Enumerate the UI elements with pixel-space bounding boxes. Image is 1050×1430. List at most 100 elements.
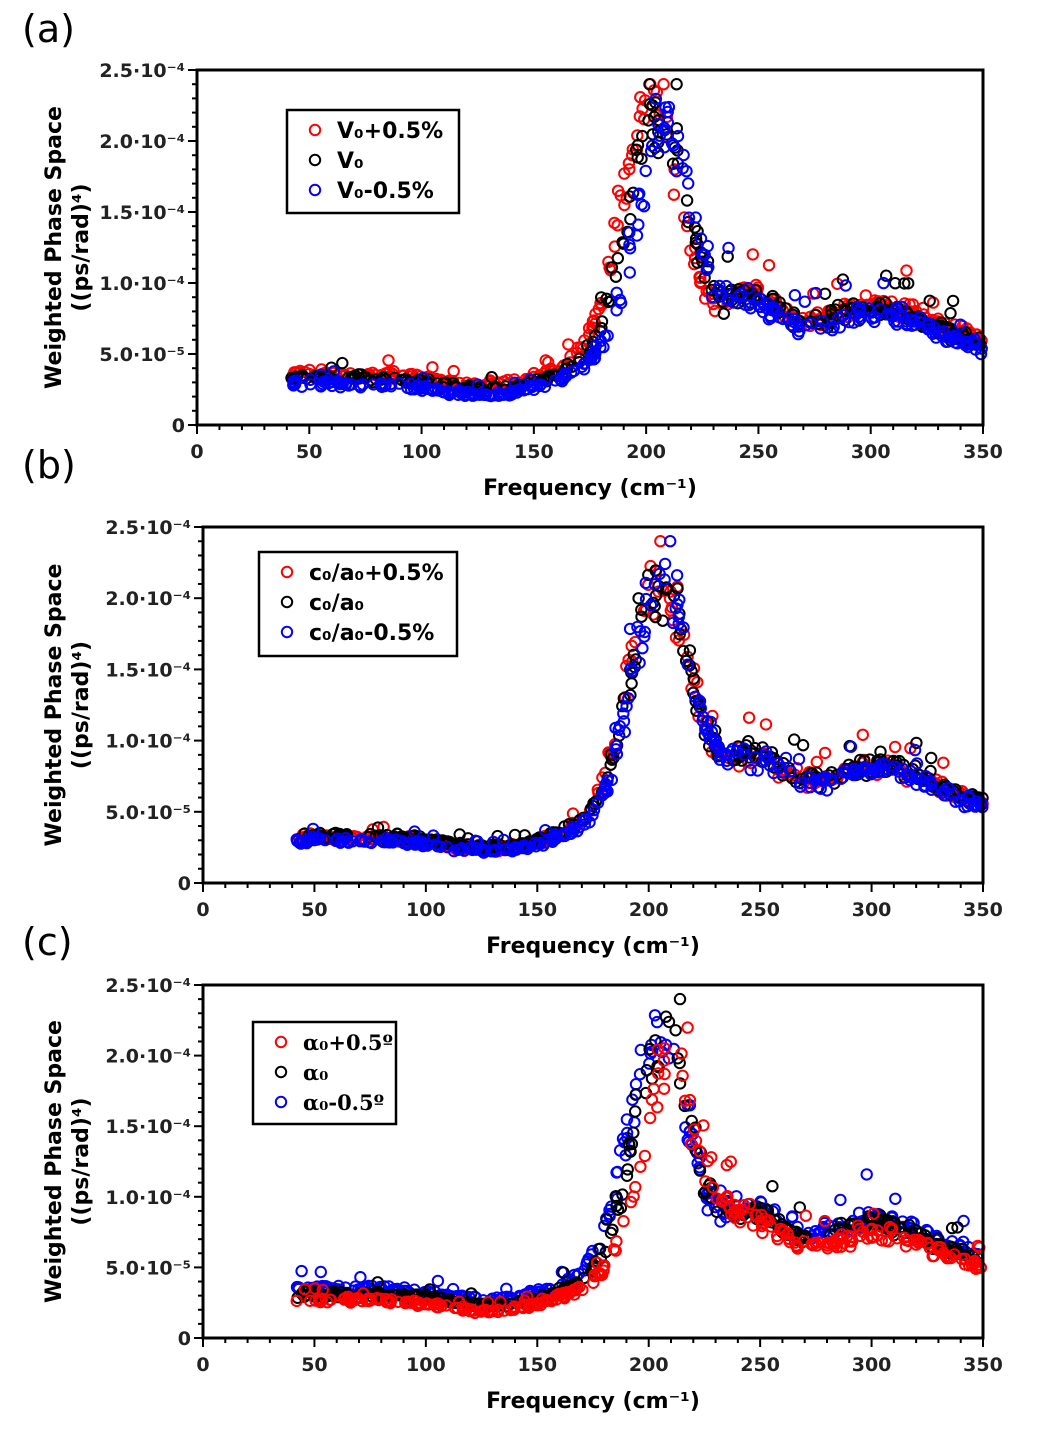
legend-marker bbox=[280, 595, 294, 609]
data-point bbox=[637, 200, 651, 213]
data-point bbox=[946, 294, 960, 308]
data-point bbox=[756, 1226, 769, 1240]
data-point bbox=[762, 752, 775, 765]
data-point bbox=[678, 1094, 692, 1108]
data-point bbox=[847, 316, 860, 329]
data-point bbox=[812, 315, 825, 328]
data-point bbox=[856, 728, 869, 741]
data-point bbox=[899, 1240, 913, 1253]
data-point bbox=[968, 1256, 982, 1270]
data-point bbox=[809, 286, 823, 300]
data-point bbox=[697, 1119, 710, 1132]
data-point bbox=[689, 1134, 703, 1148]
data-point bbox=[658, 141, 671, 154]
data-point bbox=[658, 573, 671, 586]
y-axis-title-line1: Weighted Phase Space bbox=[42, 564, 67, 847]
data-point bbox=[331, 376, 344, 390]
data-point bbox=[634, 1160, 647, 1174]
data-point bbox=[782, 312, 795, 325]
data-point bbox=[792, 753, 806, 766]
data-point bbox=[657, 78, 670, 91]
data-point bbox=[612, 723, 625, 736]
data-point bbox=[921, 1237, 934, 1251]
y-axis-title: Weighted Phase Space ((ps/rad)⁴) bbox=[42, 564, 94, 847]
data-point bbox=[691, 676, 704, 689]
x-tick-label: 100 bbox=[406, 1354, 446, 1376]
data-point bbox=[475, 844, 489, 857]
data-point bbox=[624, 662, 637, 675]
data-point bbox=[643, 78, 656, 91]
data-point bbox=[744, 763, 757, 777]
data-point bbox=[888, 740, 902, 754]
data-point bbox=[900, 264, 913, 277]
data-point bbox=[604, 1226, 618, 1240]
data-point bbox=[842, 315, 856, 329]
data-point bbox=[898, 1231, 911, 1244]
data-point bbox=[477, 846, 490, 859]
data-point bbox=[699, 723, 712, 736]
data-point bbox=[508, 376, 521, 389]
data-points bbox=[285, 78, 988, 403]
data-point bbox=[399, 1295, 413, 1309]
data-point bbox=[290, 1294, 303, 1308]
data-point bbox=[680, 194, 694, 207]
panel-a: (a) 0 50 100 150 200 250 300 350 Frequency (cm⁻¹)… bbox=[22, 7, 1003, 501]
data-point bbox=[667, 139, 680, 152]
data-point bbox=[796, 739, 810, 752]
data-point bbox=[587, 314, 601, 327]
data-point bbox=[670, 122, 683, 135]
data-point bbox=[742, 282, 755, 295]
data-point bbox=[336, 356, 349, 370]
data-point bbox=[871, 1224, 884, 1237]
y-tick-label: 5.0·10⁻⁵ bbox=[105, 1257, 191, 1279]
data-point bbox=[853, 1222, 866, 1236]
data-point bbox=[623, 266, 636, 279]
y-tick-label: 2.5·10⁻⁴ bbox=[105, 517, 191, 539]
data-point bbox=[710, 1205, 723, 1219]
data-point bbox=[853, 303, 867, 316]
data-point bbox=[757, 1217, 770, 1231]
data-point bbox=[622, 692, 635, 705]
data-point bbox=[432, 384, 445, 397]
data-point bbox=[527, 366, 541, 380]
data-point bbox=[783, 1235, 797, 1249]
data-point bbox=[577, 363, 591, 376]
data-point bbox=[670, 569, 684, 582]
data-point bbox=[925, 751, 938, 765]
x-tick-label: 0 bbox=[196, 899, 209, 921]
data-point bbox=[666, 157, 680, 170]
legend-label: V₀ bbox=[337, 149, 364, 174]
data-point bbox=[558, 1292, 571, 1305]
x-tick-label: 300 bbox=[852, 899, 892, 921]
data-point bbox=[751, 764, 764, 777]
data-point bbox=[569, 1283, 582, 1297]
data-point bbox=[689, 211, 702, 224]
x-tick-label: 250 bbox=[739, 441, 779, 463]
data-point bbox=[785, 318, 798, 332]
x-tick-label: 200 bbox=[629, 1354, 669, 1376]
x-tick-label: 50 bbox=[301, 1354, 327, 1376]
data-point bbox=[539, 824, 552, 837]
data-point bbox=[957, 1214, 970, 1228]
y-tick-label: 2.5·10⁻⁴ bbox=[99, 60, 185, 82]
data-point bbox=[631, 188, 645, 202]
data-point bbox=[908, 318, 922, 331]
data-point bbox=[763, 759, 777, 772]
data-point bbox=[933, 325, 946, 338]
data-point bbox=[913, 772, 926, 785]
data-point bbox=[354, 1271, 367, 1284]
data-point bbox=[892, 315, 905, 328]
data-point bbox=[895, 300, 909, 314]
data-point bbox=[617, 692, 630, 705]
data-point bbox=[638, 1149, 652, 1163]
data-point bbox=[706, 290, 719, 304]
legend-marker bbox=[280, 565, 294, 579]
data-point bbox=[682, 177, 695, 190]
data-point bbox=[650, 1015, 664, 1029]
x-axis-title: Frequency (cm⁻¹) bbox=[486, 1389, 700, 1414]
data-point bbox=[671, 582, 684, 595]
data-point bbox=[590, 1256, 604, 1270]
y-tick-label: 1.5·10⁻⁴ bbox=[105, 1116, 191, 1138]
data-point bbox=[643, 1043, 656, 1056]
data-point bbox=[348, 1293, 361, 1307]
